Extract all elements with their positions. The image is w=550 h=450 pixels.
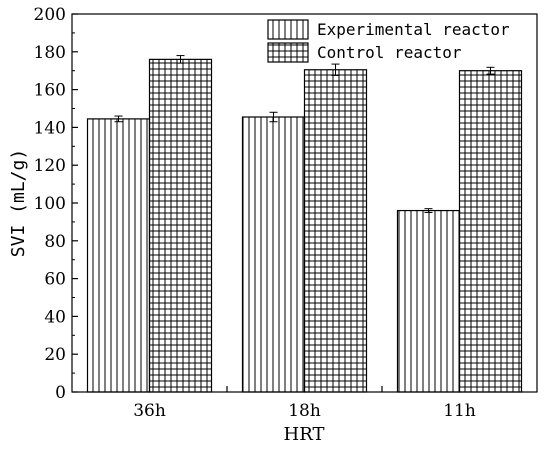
legend-label: Experimental reactor: [317, 20, 510, 39]
error-bars: [114, 55, 495, 213]
legend-swatch-vertical-lines: [267, 19, 309, 40]
legend: Experimental reactor Control reactor: [267, 19, 510, 63]
legend-label: Control reactor: [317, 43, 462, 62]
y-tick-label: 120: [34, 156, 66, 176]
y-tick-label: 0: [55, 383, 66, 403]
y-tick-label: 20: [44, 345, 66, 365]
y-tick-label: 160: [34, 81, 66, 101]
x-tick-label: 36h: [133, 401, 166, 421]
y-axis: 0 20 40 60 80 100 120 140 160 180 200: [34, 5, 78, 403]
x-tick-label: 18h: [288, 401, 321, 421]
y-tick-label: 140: [34, 118, 66, 138]
bar-grid: [458, 70, 523, 393]
bar-vertical-lines: [396, 209, 461, 393]
bars: [86, 58, 523, 393]
bar-vertical-lines: [86, 118, 151, 393]
x-axis-label: HRT: [284, 424, 325, 445]
bar-grid: [148, 58, 213, 393]
y-axis-label: SVI (mL/g): [8, 149, 29, 257]
bar-vertical-lines: [241, 116, 306, 393]
y-tick-label: 40: [44, 307, 66, 327]
y-tick-label: 100: [34, 194, 66, 214]
y-tick-label: 180: [34, 43, 66, 63]
bar-grid: [303, 69, 368, 393]
x-tick-label: 11h: [443, 401, 476, 421]
x-axis: 36h 18h 11h: [133, 386, 476, 421]
y-tick-label: 80: [44, 232, 66, 252]
y-tick-label: 60: [44, 270, 66, 290]
legend-swatch-grid: [267, 42, 309, 63]
y-tick-label: 200: [34, 5, 66, 25]
